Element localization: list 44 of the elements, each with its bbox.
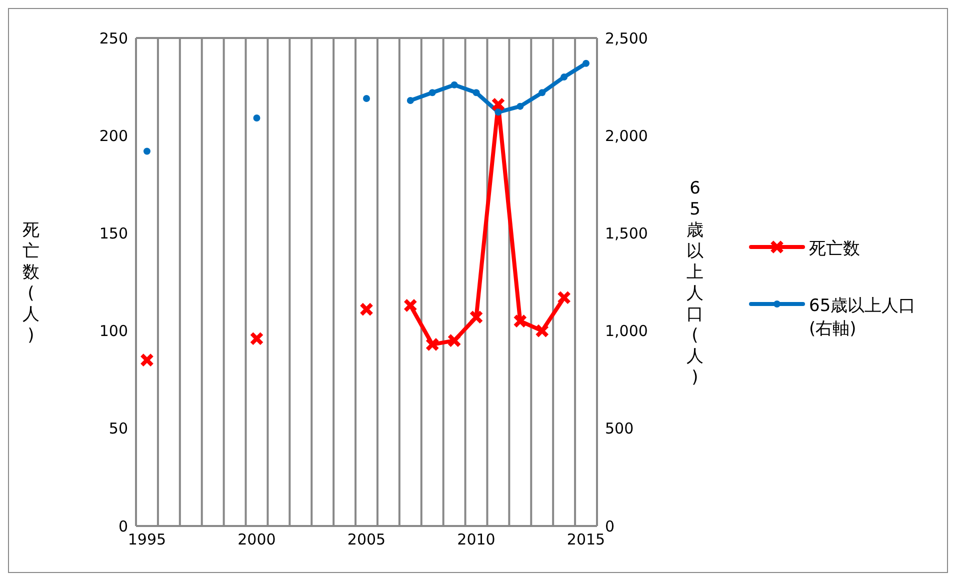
point: [253, 114, 260, 122]
point: [538, 89, 546, 96]
point: [250, 332, 264, 346]
point: [516, 102, 524, 110]
point: [428, 89, 436, 96]
x-tick-label: 2010: [457, 530, 496, 549]
y2-tick-label: 1,000: [605, 322, 648, 340]
point: [425, 337, 440, 352]
point: [363, 95, 370, 102]
y-axis-title: 死亡数(人): [22, 220, 40, 346]
point: [447, 334, 462, 348]
point: [406, 96, 414, 104]
y-tick-label: 100: [99, 322, 128, 340]
legend-label: 65歳以上人口(右軸): [809, 295, 917, 340]
point: [494, 108, 502, 116]
point: [535, 324, 550, 338]
x-tick-label: 2015: [566, 530, 606, 549]
x-tick-label: 2005: [347, 530, 386, 549]
y2-tick-label: 2,000: [605, 126, 648, 145]
point: [557, 290, 572, 305]
y2-tick-label: 2,500: [605, 29, 648, 48]
point: [560, 74, 568, 81]
x-tick-label: 1995: [128, 530, 166, 549]
y2-tick-label: 0: [605, 517, 615, 536]
point: [469, 310, 484, 324]
y-tick-label: 50: [108, 420, 128, 438]
point: [582, 60, 590, 67]
point: [450, 81, 458, 88]
y-tick-label: 200: [99, 126, 128, 145]
y2-tick-label: 500: [605, 420, 634, 438]
point: [143, 148, 150, 155]
legend-label: 死亡数: [809, 238, 860, 260]
y-tick-label: 0: [118, 517, 128, 536]
x-tick-label: 2000: [238, 530, 276, 549]
point: [513, 314, 528, 328]
text: 65歳以上人口(人): [686, 178, 704, 388]
y-tick-label: 250: [99, 29, 128, 48]
point: [472, 89, 480, 96]
y2-tick-label: 1,500: [605, 224, 648, 243]
point: [360, 302, 374, 316]
point: [403, 298, 418, 312]
point: [140, 353, 154, 368]
point: [491, 97, 506, 112]
y-tick-label: 150: [99, 224, 128, 243]
